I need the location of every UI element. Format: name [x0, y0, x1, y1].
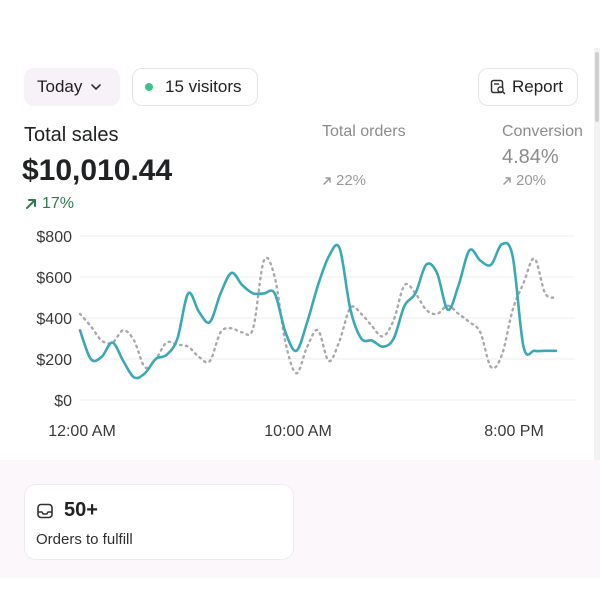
orders-to-fulfill-card[interactable] — [24, 484, 294, 560]
total-sales-value: $10,010.44 — [22, 154, 173, 187]
scrollbar-track[interactable] — [594, 48, 600, 568]
total-sales-label[interactable]: Total sales — [24, 124, 119, 146]
y-tick-label: $200 — [36, 352, 72, 369]
conversion-change-value: 20% — [516, 172, 547, 189]
total-sales-change-value: 17% — [42, 195, 75, 212]
orders-to-fulfill-value: 50+ — [64, 499, 98, 521]
live-status-dot — [145, 83, 153, 91]
chevron-down-icon — [91, 84, 102, 90]
total-orders-change-value: 22% — [336, 172, 367, 189]
y-tick-label: $400 — [36, 311, 72, 328]
arrow-up-right-icon — [503, 176, 511, 185]
x-tick-label: 10:00 AM — [264, 423, 332, 440]
sales-line-chart[interactable]: $800 $600 $400 $200 $0 12:00 AM 10:00 AM 8:00 P… — [0, 222, 600, 452]
y-tick-label: $800 — [36, 229, 72, 246]
sales-series-line — [78, 241, 558, 380]
conversion-change: 20% — [502, 172, 546, 189]
visitors-label: 15 visitors — [165, 77, 242, 96]
live-visitors-button[interactable]: 15 visitors — [132, 68, 258, 106]
y-tick-label: $0 — [54, 393, 72, 410]
comparison-series-line — [78, 256, 558, 375]
total-orders-change: 22% — [322, 172, 366, 189]
x-tick-label: 8:00 PM — [484, 423, 544, 440]
scrollbar-thumb[interactable] — [595, 52, 599, 122]
arrow-up-right-icon — [323, 176, 331, 185]
conversion-label[interactable]: Conversion — [502, 123, 583, 140]
conversion-value: 4.84% — [502, 146, 559, 168]
orders-to-fulfill-label: Orders to fulfill — [36, 531, 133, 548]
y-tick-label: $600 — [36, 270, 72, 287]
date-range-button[interactable]: Today — [24, 68, 120, 106]
total-sales-change: 17% — [24, 195, 74, 213]
orders-to-fulfill-count: 50+ — [36, 499, 98, 522]
x-tick-label: 12:00 AM — [48, 423, 116, 440]
report-icon — [490, 79, 506, 95]
date-range-label: Today — [37, 77, 83, 96]
report-button[interactable]: Report — [478, 68, 578, 106]
total-orders-label[interactable]: Total orders — [322, 123, 406, 140]
inbox-icon — [37, 503, 53, 518]
report-label: Report — [512, 77, 564, 96]
arrow-up-right-icon — [26, 199, 36, 209]
